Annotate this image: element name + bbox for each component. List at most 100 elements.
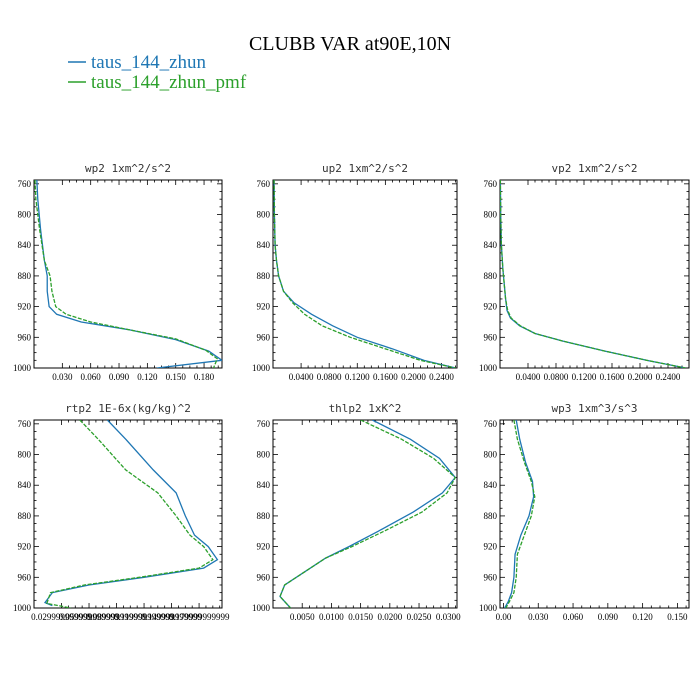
y-tick-label: 880	[18, 271, 32, 281]
x-tick-label: 0.2000	[401, 372, 426, 382]
legend-label-zhun-pmf: taus_144_zhun_pmf	[91, 72, 247, 93]
x-tick-label: 0.00	[496, 612, 512, 622]
y-tick-label: 920	[484, 542, 498, 552]
y-tick-label: 800	[18, 450, 32, 460]
y-tick-label: 1000	[13, 603, 32, 613]
series-line-zhun	[279, 420, 457, 608]
y-tick-label: 920	[257, 542, 271, 552]
panel-1: wp2 1xm^2/s^2 760 800 840 880 920 960 1000 0.030…	[13, 162, 223, 382]
y-tick-label: 1000	[252, 363, 271, 373]
x-tick-label: 0.0400	[516, 372, 541, 382]
y-tick-label: 1000	[479, 603, 498, 613]
plot-frame	[272, 419, 458, 609]
x-tick-label: 0.060	[81, 372, 102, 382]
y-tick-label: 960	[257, 332, 271, 342]
y-tick-label: 880	[18, 511, 32, 521]
x-tick-label: 0.2000	[628, 372, 653, 382]
x-tick-label: 0.180	[194, 372, 215, 382]
x-tick-label: 0.179999999999	[169, 612, 230, 622]
x-tick-label: 0.1600	[600, 372, 625, 382]
y-tick-label: 920	[257, 302, 271, 312]
x-tick-label: 0.090	[598, 612, 619, 622]
series-line-zhun	[273, 180, 456, 368]
x-tick-label: 0.120	[632, 612, 653, 622]
x-tick-label: 0.150	[166, 372, 187, 382]
x-tick-label: 0.149999999999	[141, 612, 202, 622]
x-tick-label: 0.1200	[345, 372, 370, 382]
panel-title: up2 1xm^2/s^2	[322, 162, 408, 175]
y-tick-label: 840	[257, 480, 271, 490]
x-tick-label: 0.1200	[572, 372, 597, 382]
y-tick-label: 800	[18, 210, 32, 220]
x-tick-label: 0.0300	[436, 612, 461, 622]
plot-frame	[499, 179, 690, 369]
series-line-zhun	[36, 180, 222, 368]
y-tick-label: 1000	[13, 363, 32, 373]
y-tick-label: 880	[257, 511, 271, 521]
y-tick-label: 840	[484, 480, 498, 490]
x-tick-label: 0.0250	[407, 612, 432, 622]
plot-frame	[33, 179, 223, 369]
x-tick-label: 0.120	[137, 372, 158, 382]
legend-label-zhun: taus_144_zhun	[91, 52, 207, 73]
plot-frame	[499, 419, 690, 609]
y-tick-label: 760	[18, 179, 32, 189]
series-line-zhun-pmf	[505, 420, 536, 608]
y-tick-label: 1000	[479, 363, 498, 373]
y-tick-label: 760	[257, 419, 271, 429]
panels: wp2 1xm^2/s^2 760 800 840 880 920 960 1000 0.030…	[13, 162, 690, 622]
y-tick-label: 880	[484, 511, 498, 521]
x-tick-label: 0.029999999999	[31, 612, 92, 622]
x-tick-label: 0.060	[563, 612, 584, 622]
y-tick-label: 1000	[252, 603, 271, 613]
x-tick-label: 0.0800	[317, 372, 342, 382]
y-tick-label: 800	[484, 210, 498, 220]
series-line-zhun	[500, 180, 686, 368]
y-tick-label: 840	[257, 240, 271, 250]
y-tick-label: 840	[484, 240, 498, 250]
x-tick-label: 0.2400	[656, 372, 681, 382]
x-tick-label: 0.2400	[429, 372, 454, 382]
plot-frame	[272, 179, 458, 369]
panel-4: rtp2 1E-6x(kg/kg)^2 760 800 840 880 920 960 100…	[13, 402, 230, 622]
y-tick-label: 960	[484, 572, 498, 582]
panel-title: wp3 1xm^3/s^3	[551, 402, 637, 415]
y-tick-label: 760	[484, 179, 498, 189]
y-tick-label: 960	[257, 572, 271, 582]
x-tick-label: 0.0800	[544, 372, 569, 382]
y-tick-label: 760	[257, 179, 271, 189]
x-tick-label: 0.0200	[377, 612, 402, 622]
series-line-zhun-pmf	[34, 180, 219, 368]
y-tick-label: 920	[18, 302, 32, 312]
y-tick-label: 880	[257, 271, 271, 281]
panel-3: vp2 1xm^2/s^2 760 800 840 880 920 960 1000 0.040…	[479, 162, 690, 382]
x-tick-label: 0.030	[52, 372, 73, 382]
plot-frame	[33, 419, 223, 609]
x-tick-label: 0.059999999999	[59, 612, 120, 622]
x-tick-label: 0.1600	[373, 372, 398, 382]
x-tick-label: 0.0400	[289, 372, 314, 382]
panel-title: thlp2 1xK^2	[329, 402, 402, 415]
x-tick-label: 0.150	[667, 612, 688, 622]
y-tick-label: 840	[18, 480, 32, 490]
y-tick-label: 760	[18, 419, 32, 429]
x-tick-label: 0.030	[528, 612, 549, 622]
panel-2: up2 1xm^2/s^2 760 800 840 880 920 960 1000 0.040…	[252, 162, 458, 382]
panel-title: wp2 1xm^2/s^2	[85, 162, 171, 175]
y-tick-label: 880	[484, 271, 498, 281]
series-line-zhun-pmf	[45, 420, 214, 608]
y-tick-label: 840	[18, 240, 32, 250]
y-tick-label: 920	[484, 302, 498, 312]
panel-title: rtp2 1E-6x(kg/kg)^2	[65, 402, 191, 415]
x-tick-label: 0.090	[109, 372, 130, 382]
y-tick-label: 960	[18, 332, 32, 342]
series-line-zhun	[504, 420, 535, 608]
legend: taus_144_zhun taus_144_zhun_pmf	[68, 52, 247, 93]
y-tick-label: 760	[484, 419, 498, 429]
series-line-zhun-pmf	[279, 420, 457, 608]
panel-5: thlp2 1xK^2 760 800 840 880 920 960 1000 0.0050 0…	[252, 402, 461, 622]
y-tick-label: 960	[18, 572, 32, 582]
figure-title: CLUBB VAR at90E,10N	[249, 33, 451, 55]
y-tick-label: 800	[257, 210, 271, 220]
